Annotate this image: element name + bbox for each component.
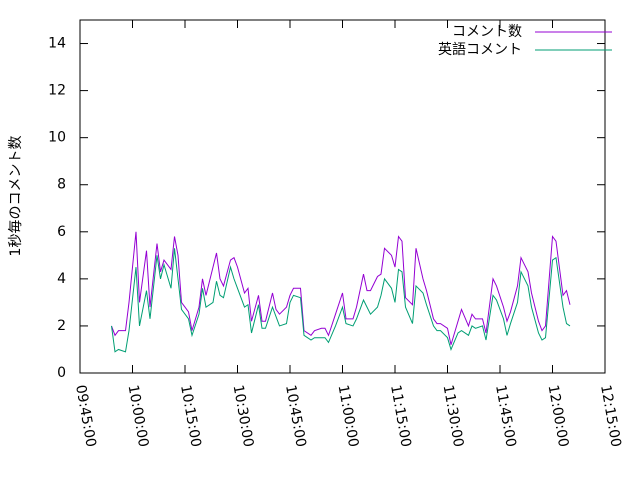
x-tick-label: 10:30:00 [230,384,257,449]
y-tick-label: 2 [57,318,66,334]
y-tick-label: 12 [48,83,66,99]
x-tick-label: 11:15:00 [387,384,414,449]
series-line [111,248,571,353]
x-tick-label: 10:00:00 [125,384,152,449]
legend-label: コメント数 [452,24,522,40]
y-tick-label: 8 [57,177,66,193]
plot-frame [79,19,606,374]
y-axis-label: 1秒毎のコメント数 [8,136,24,257]
legend-label: 英語コメント [438,41,522,58]
y-tick-label: 4 [57,271,66,287]
y-tick-label: 10 [48,130,66,146]
x-tick-label: 11:30:00 [440,384,467,449]
x-tick-label: 10:45:00 [282,384,309,449]
x-tick-label: 11:45:00 [492,384,519,449]
x-tick-label: 10:15:00 [177,384,204,449]
y-tick-label: 6 [57,224,66,240]
x-tick-label: 12:15:00 [597,384,624,449]
series-line [111,231,571,345]
y-tick-label: 0 [57,365,66,381]
x-tick-label: 12:00:00 [545,384,572,449]
y-tick-label: 14 [48,36,66,52]
x-tick-label: 09:45:00 [72,384,99,449]
x-tick-label: 11:00:00 [335,384,362,449]
